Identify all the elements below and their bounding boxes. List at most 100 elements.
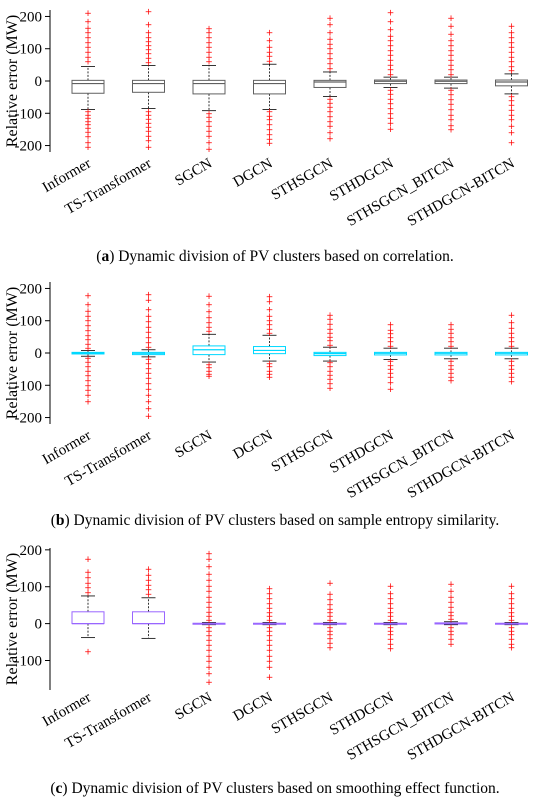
panel-a-outlier: + [266,108,274,118]
panel-a-box [132,79,165,93]
panel-a-outlier: + [145,123,153,133]
panel-c-outlier: + [326,644,334,654]
panel-c-outlier: + [84,568,92,578]
panel-c-outlier: + [266,585,274,595]
panel-b-outlier: + [447,361,455,371]
panel-a-outlier: + [145,42,153,52]
panel-a-outlier: + [387,100,395,110]
panel-c-y-tick-label: 100 [20,580,43,596]
panel-b-category-label: STHSGCN_BITCN [344,428,457,502]
panel-a-outlier: + [205,117,213,127]
panel-b-outlier: + [326,371,334,381]
panel-a-outlier: + [326,14,334,24]
panel-b-outlier: + [447,334,455,344]
panel-c-outlier: + [205,663,213,673]
panel-a-outlier: + [84,121,92,131]
panel-b-outlier: + [205,301,213,311]
panel-c-outlier: + [205,657,213,667]
panel-a-outlier: + [387,42,395,52]
panel-c-outlier: + [266,646,274,656]
panel-a-outlier: + [266,125,274,135]
panel-a-outlier: + [508,33,516,43]
panel-b-outlier: + [508,342,516,352]
panel-a-outlier: + [508,138,516,148]
panel-b-outlier: + [84,335,92,345]
panel-b-outlier: + [145,339,153,349]
panel-c-outlier: + [266,595,274,605]
panel-a-outlier: + [387,51,395,61]
panel-b-outlier: + [145,317,153,327]
panel-c-outlier: + [266,673,274,683]
panel-b-outlier: + [145,290,153,300]
panel-c-outlier: + [205,646,213,656]
panel-a-outlier: + [326,129,334,139]
panel-a-category-label: STHDGCN-BITCN [405,156,518,230]
panel-a-outlier: + [387,17,395,27]
panel-a-box [313,79,347,88]
panel-b-outlier: + [205,292,213,302]
panel-a-outlier: + [387,114,395,124]
panel-a-outlier: + [326,50,334,60]
panel-a-box [71,79,105,94]
panel-a-outlier: + [326,29,334,39]
panel-a-outlier: + [387,37,395,47]
panel-c-outlier: + [205,636,213,646]
panel-b-outlier: + [447,373,455,383]
panel-c-outlier: + [326,609,334,619]
panel-c-outlier: + [205,627,213,637]
panel-a-outlier: + [205,58,213,68]
panel-c-outlier: + [145,590,153,600]
panel-b-outlier: + [447,376,455,386]
panel-a-outlier: + [387,125,395,135]
panel-a-outlier: + [387,71,395,81]
panel-b-outlier: + [84,386,92,396]
panel-a-y-tick-label: -200 [15,139,43,155]
panel-b-outlier: + [266,363,274,373]
panel-a-outlier: + [145,119,153,129]
panel-b-outlier: + [205,314,213,324]
panel-b-outlier: + [84,317,92,327]
panel-c-outlier: + [508,589,516,599]
panel-a-outlier: + [145,38,153,48]
panel-c-outlier: + [205,623,213,633]
panel-a-outlier: + [326,122,334,132]
panel-c-outlier: + [266,616,274,626]
panel-b-outlier: + [447,365,455,375]
panel-c-outlier: + [266,623,274,633]
panel-a-outlier: + [508,53,516,63]
panel-c-outlier: + [508,644,516,654]
panel-a-outlier: + [387,95,395,105]
panel-a-outlier: + [326,54,334,64]
panel-a-y-tick-label: -100 [15,106,43,122]
panel-a-outlier: + [447,22,455,32]
panel-a-outlier: + [387,61,395,71]
panel-a-outlier: + [205,48,213,58]
panel-b-outlier: + [326,325,334,335]
panel-b-outlier: + [266,367,274,377]
panel-b-outlier: + [84,301,92,311]
panel-c-box [132,611,165,625]
panel-a-outlier: + [266,52,274,62]
panel-a-outlier: + [447,61,455,71]
panel-c-outlier: + [387,645,395,655]
panel-a-outlier: + [508,101,516,111]
panel-a-outlier: + [84,58,92,68]
panel-b-outlier: + [508,324,516,334]
panel-a-outlier: + [266,57,274,67]
panel-c-outlier: + [266,636,274,646]
panel-a-outlier: + [326,35,334,45]
panel-b-outlier: + [205,367,213,377]
panel-b-outlier: + [508,311,516,321]
panel-c-outlier: + [447,580,455,590]
panel-a-outlier: + [447,96,455,106]
panel-c-outlier: + [145,571,153,581]
panel-a-outlier: + [447,46,455,56]
panel-b-outlier: + [145,405,153,415]
panel-c-outlier: + [387,612,395,622]
panel-b-outlier: + [205,327,213,337]
panel-c-outlier: + [387,599,395,609]
panel-b-outlier: + [508,377,516,387]
panel-b-outlier: + [508,369,516,379]
panel-a-outlier: + [266,130,274,140]
panel-c-outlier: + [84,647,92,657]
